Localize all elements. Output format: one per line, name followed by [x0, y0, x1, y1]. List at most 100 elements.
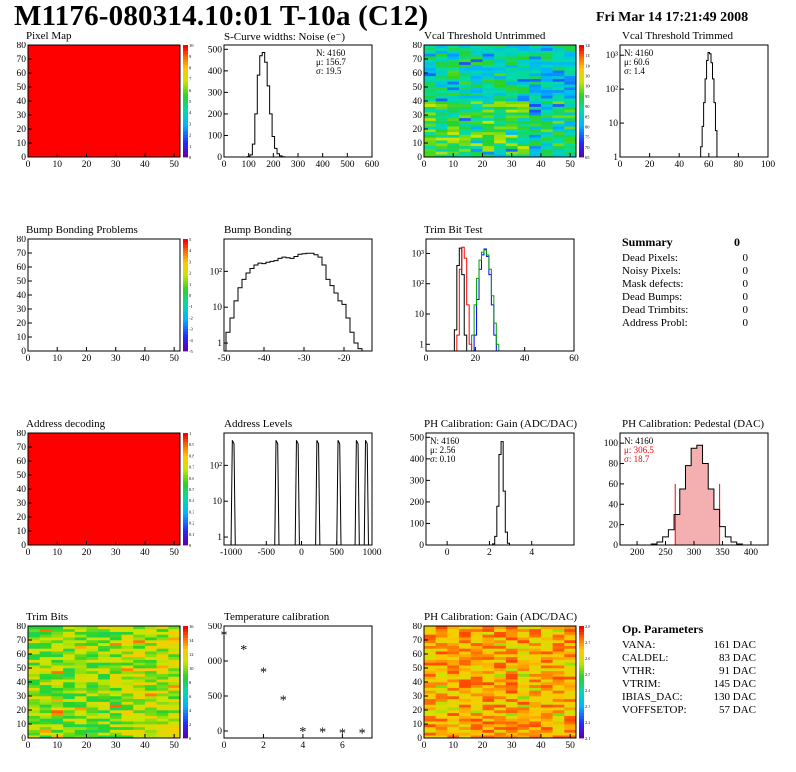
heatmap-cell — [51, 715, 64, 719]
heatmap-cell — [98, 696, 111, 700]
heatmap-cell — [109, 640, 122, 644]
colorbar-label: 95 — [585, 94, 590, 99]
heatmap-cell — [529, 120, 542, 124]
heatmap-cell — [435, 673, 448, 677]
heatmap-cell — [529, 648, 542, 652]
heatmap-cell — [552, 696, 565, 700]
heatmap-cell — [98, 628, 111, 632]
heatmap-cell — [564, 84, 577, 88]
heatmap-cell — [447, 145, 460, 149]
heatmap-cell — [156, 628, 169, 632]
heatmap-cell — [540, 145, 553, 149]
colorbar-segment — [183, 637, 188, 641]
heatmap-cell — [156, 665, 169, 669]
heatmap-cell — [51, 676, 64, 680]
heatmap-cell — [482, 679, 495, 683]
heatmap-cell — [459, 642, 472, 646]
colorbar-segment — [579, 693, 584, 697]
heatmap-cell — [447, 53, 460, 57]
heatmap-cell — [121, 626, 134, 630]
heatmap-cell — [28, 637, 40, 641]
heatmap-cell — [28, 718, 40, 722]
heatmap-cell — [552, 687, 565, 691]
heatmap-cell — [156, 659, 169, 663]
heatmap-cell — [98, 676, 111, 680]
heatmap-cell — [109, 701, 122, 705]
heatmap-cell — [564, 109, 577, 113]
x-tick-label: 50 — [169, 548, 179, 558]
heatmap-cell — [470, 112, 483, 116]
colorbar-segment — [579, 659, 584, 663]
heatmap-cell — [424, 98, 436, 102]
stat-line: σ: 0.10 — [430, 454, 456, 464]
heatmap-cell — [517, 631, 530, 635]
heatmap-cell — [459, 137, 472, 141]
heatmap-cell — [459, 729, 472, 733]
heatmap-cell — [552, 721, 565, 725]
heatmap-cell — [529, 710, 542, 714]
heatmap-cell — [74, 682, 87, 686]
heatmap-cell — [63, 642, 76, 646]
heatmap-cell — [63, 676, 76, 680]
heatmap-cell — [447, 626, 460, 630]
colorbar-label: 90 — [585, 104, 590, 109]
heatmap-cell — [529, 143, 542, 147]
heatmap-cell — [482, 129, 495, 133]
heatmap-cell — [552, 634, 565, 638]
colorbar-label: 0.3 — [189, 509, 194, 514]
heatmap-cell — [540, 634, 553, 638]
heatmap-cell — [505, 78, 518, 82]
heatmap-cell — [494, 87, 507, 91]
heatmap-cell — [505, 115, 518, 119]
heatmap-cell — [494, 732, 507, 736]
heatmap-cell — [505, 101, 518, 105]
heatmap-cell — [424, 148, 436, 152]
y-tick-label: 10² — [210, 461, 223, 471]
heatmap-cell — [28, 628, 40, 632]
colorbar-segment — [579, 726, 584, 730]
heatmap-cell — [74, 715, 87, 719]
heatmap-cell — [435, 140, 448, 144]
heatmap-cell — [459, 84, 472, 88]
stat-line: σ: 19.5 — [316, 66, 342, 76]
y-tick-label: 80 — [413, 42, 423, 51]
heatmap-cell — [168, 642, 181, 646]
heatmap-cell — [156, 634, 169, 638]
heatmap-cell — [144, 670, 157, 674]
heatmap-cell — [529, 45, 542, 49]
heatmap-cell — [564, 126, 577, 130]
colorbar-segment — [183, 295, 188, 299]
heatmap-cell — [517, 123, 530, 127]
colorbar-segment — [579, 690, 584, 694]
heatmap-cell — [517, 662, 530, 666]
heatmap-cell — [28, 626, 40, 630]
colorbar-segment — [183, 56, 188, 60]
colorbar-segment — [183, 536, 188, 540]
x-tick-label: 0 — [26, 548, 31, 558]
heatmap-cell — [424, 64, 436, 68]
heatmap-cell — [39, 673, 52, 677]
heatmap-cell — [505, 64, 518, 68]
y-tick-label: 40 — [17, 485, 27, 495]
heatmap-cell — [144, 687, 157, 691]
heatmap-cell — [482, 670, 495, 674]
heatmap-cell — [529, 81, 542, 85]
heatmap-cell — [470, 640, 483, 644]
heatmap-cell — [109, 634, 122, 638]
heatmap-cell — [435, 698, 448, 702]
heatmap-cell — [482, 137, 495, 141]
heatmap-cell — [552, 145, 565, 149]
heatmap-cell — [540, 56, 553, 60]
summary-row: Dead Bumps: 0 — [622, 291, 748, 304]
heatmap-cell — [552, 726, 565, 730]
heatmap-cell — [470, 659, 483, 663]
heatmap-cell — [494, 668, 507, 672]
heatmap-cell — [552, 67, 565, 71]
heatmap-cell — [529, 707, 542, 711]
heatmap-cell — [505, 103, 518, 107]
heatmap-cell — [459, 73, 472, 77]
heatmap-cell — [51, 642, 64, 646]
heatmap-cell — [505, 726, 518, 730]
heatmap-cell — [424, 670, 436, 674]
